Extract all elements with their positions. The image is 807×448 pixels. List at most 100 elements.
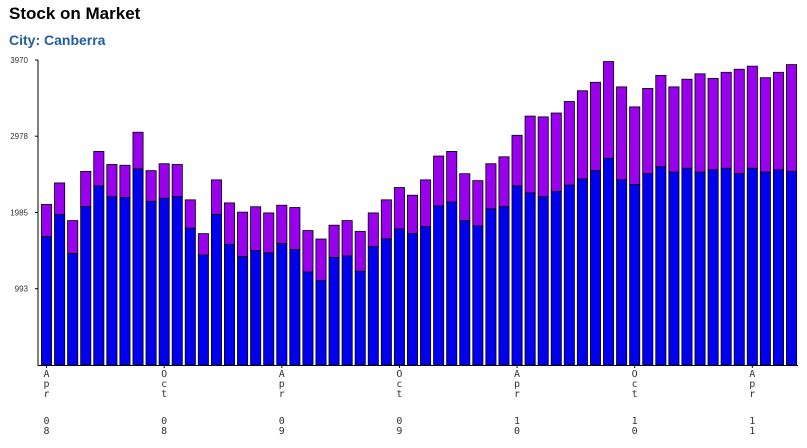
bar-lower (603, 157, 615, 366)
bar-upper (550, 112, 562, 192)
bar-lower (589, 170, 601, 366)
x-tick-label-year: 0 (396, 416, 402, 427)
x-tick-label-month: c (161, 379, 167, 390)
bar-upper (119, 164, 131, 198)
x-tick-label-month: A (514, 369, 520, 380)
bar-lower (655, 166, 667, 366)
bar-lower (171, 196, 183, 366)
bar-lower (681, 167, 693, 366)
bar-lower (315, 280, 327, 366)
bar-lower (210, 214, 222, 366)
bar-lower (119, 197, 131, 366)
x-tick-label-month: t (632, 389, 638, 400)
x-tick-label-month: O (632, 369, 638, 380)
bar-upper (616, 86, 628, 181)
bar-upper (341, 220, 353, 257)
bar-upper (603, 61, 615, 159)
bar-lower (786, 170, 798, 366)
bar-lower (380, 238, 392, 366)
x-tick-label-month: A (44, 369, 50, 380)
bar-upper (106, 164, 118, 198)
bar-lower (733, 173, 745, 366)
bar-lower (720, 167, 732, 366)
bar-upper (655, 74, 667, 168)
bar-lower (145, 200, 157, 366)
bar-upper (41, 204, 53, 238)
bar-upper (446, 151, 458, 203)
bar-lower (616, 179, 628, 366)
bar-upper (132, 131, 144, 170)
bar-upper (67, 220, 79, 255)
bar-upper (511, 134, 523, 187)
bar-upper (537, 116, 549, 198)
x-tick-label-month: r (514, 389, 520, 400)
x-tick-label-month: r (749, 389, 755, 400)
x-tick-label-year: 1 (632, 416, 638, 427)
bar-upper (772, 71, 784, 171)
x-tick-label-month: O (161, 369, 167, 380)
bar-lower (446, 201, 458, 366)
bar-lower (41, 236, 53, 366)
x-tick-label-year: 0 (514, 426, 520, 437)
bar-lower (158, 197, 170, 366)
bar-lower (106, 196, 118, 366)
bar-lower (694, 171, 706, 366)
bar-lower (668, 171, 680, 366)
bar-lower (302, 271, 314, 366)
bar-lower (524, 192, 536, 366)
bar-lower (563, 184, 575, 366)
bar-lower (707, 169, 719, 366)
y-tick-label: 2978 (10, 132, 28, 141)
x-tick-label-month: c (396, 379, 402, 390)
x-tick-label-month: t (396, 389, 402, 400)
bar-upper (145, 170, 157, 202)
bar-upper (158, 163, 170, 199)
bar-lower (629, 184, 641, 366)
x-tick-label-month: A (749, 369, 755, 380)
bar-lower (367, 246, 379, 366)
bar-upper (524, 115, 536, 194)
x-tick-label-month: c (632, 379, 638, 390)
bar-lower (54, 214, 66, 366)
bar-lower (642, 173, 654, 366)
x-tick-label-month: O (396, 369, 402, 380)
bar-upper (668, 86, 680, 173)
y-tick-label: 1985 (10, 209, 28, 218)
bar-lower (433, 205, 445, 366)
bar-upper (250, 206, 262, 251)
y-tick-label: 993 (15, 285, 29, 294)
bar-upper (224, 202, 236, 245)
chart-title: Stock on Market (9, 4, 141, 23)
bar-lower (485, 208, 497, 366)
bar-upper (380, 199, 392, 240)
bar-upper (197, 233, 209, 256)
bar-upper (420, 179, 432, 228)
bar-upper (433, 155, 445, 207)
bar-upper (720, 71, 732, 169)
bar-lower (80, 206, 92, 366)
x-tick-label-year: 0 (279, 416, 285, 427)
bar-lower (576, 178, 588, 366)
bar-upper (759, 77, 771, 173)
bar-upper (263, 212, 275, 254)
bar-upper (786, 64, 798, 172)
x-tick-label-month: p (749, 379, 755, 390)
bar-lower (472, 225, 484, 366)
bar-lower (67, 253, 79, 366)
bar-lower (746, 167, 758, 366)
x-tick-label-month: r (44, 389, 50, 400)
bar-lower (237, 256, 249, 366)
bar-lower (498, 206, 510, 366)
bar-upper (576, 90, 588, 180)
bar-upper (276, 204, 288, 245)
bar-lower (537, 196, 549, 366)
x-tick-label-year: 1 (514, 416, 520, 427)
bar-upper (289, 207, 301, 251)
bar-lower (772, 169, 784, 366)
bar-lower (132, 168, 144, 366)
bar-upper (563, 101, 575, 186)
bar-upper (694, 73, 706, 173)
bar-upper (354, 230, 366, 272)
bar-upper (210, 179, 222, 215)
x-tick-label-year: 0 (161, 416, 167, 427)
